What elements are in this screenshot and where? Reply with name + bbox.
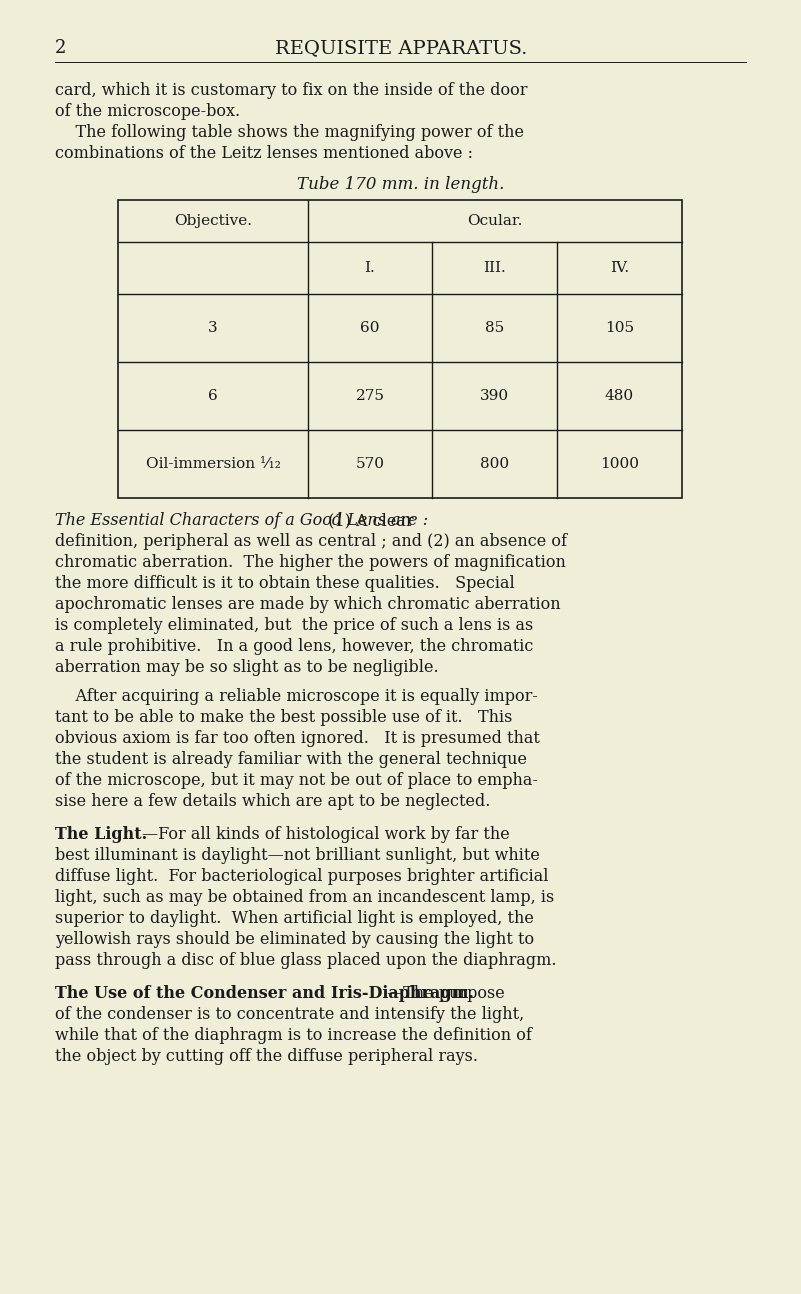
- Text: Oil-immersion ¹⁄₁₂: Oil-immersion ¹⁄₁₂: [146, 457, 280, 471]
- Text: chromatic aberration.  The higher the powers of magnification: chromatic aberration. The higher the pow…: [55, 554, 566, 571]
- Text: diffuse light.  For bacteriological purposes brighter artificial: diffuse light. For bacteriological purpo…: [55, 868, 549, 885]
- Text: 105: 105: [605, 321, 634, 335]
- Text: of the microscope-box.: of the microscope-box.: [55, 104, 240, 120]
- Text: —For all kinds of histological work by far the: —For all kinds of histological work by f…: [142, 826, 509, 842]
- Text: combinations of the Leitz lenses mentioned above :: combinations of the Leitz lenses mention…: [55, 145, 473, 162]
- Text: yellowish rays should be eliminated by causing the light to: yellowish rays should be eliminated by c…: [55, 930, 534, 949]
- Text: tant to be able to make the best possible use of it.   This: tant to be able to make the best possibl…: [55, 709, 513, 726]
- Text: 390: 390: [480, 389, 509, 402]
- Text: the more difficult is it to obtain these qualities.   Special: the more difficult is it to obtain these…: [55, 575, 515, 591]
- Text: The following table shows the magnifying power of the: The following table shows the magnifying…: [55, 124, 524, 141]
- Text: The Light.: The Light.: [55, 826, 147, 842]
- Text: while that of the diaphragm is to increase the definition of: while that of the diaphragm is to increa…: [55, 1027, 532, 1044]
- Text: 3: 3: [208, 321, 218, 335]
- Text: 1000: 1000: [600, 457, 639, 471]
- Bar: [118, 201, 682, 498]
- Text: REQUISITE APPARATUS.: REQUISITE APPARATUS.: [275, 39, 527, 57]
- Text: the student is already familiar with the general technique: the student is already familiar with the…: [55, 751, 527, 769]
- Text: III.: III.: [483, 261, 506, 276]
- Text: —The purpose: —The purpose: [387, 985, 505, 1002]
- Text: pass through a disc of blue glass placed upon the diaphragm.: pass through a disc of blue glass placed…: [55, 952, 557, 969]
- Text: obvious axiom is far too often ignored.   It is presumed that: obvious axiom is far too often ignored. …: [55, 730, 540, 747]
- Text: Objective.: Objective.: [174, 214, 252, 228]
- Text: light, such as may be obtained from an incandescent lamp, is: light, such as may be obtained from an i…: [55, 889, 554, 906]
- Text: Tube 170 mm. in length.: Tube 170 mm. in length.: [297, 176, 505, 193]
- Text: The Use of the Condenser and Iris-Diaphragm.: The Use of the Condenser and Iris-Diaphr…: [55, 985, 474, 1002]
- Text: After acquiring a reliable microscope it is equally impor-: After acquiring a reliable microscope it…: [55, 688, 538, 705]
- Text: of the microscope, but it may not be out of place to empha-: of the microscope, but it may not be out…: [55, 773, 538, 789]
- Text: The Essential Characters of a Good Lens are :: The Essential Characters of a Good Lens …: [55, 512, 428, 529]
- Text: aberration may be so slight as to be negligible.: aberration may be so slight as to be neg…: [55, 659, 439, 675]
- Text: 480: 480: [605, 389, 634, 402]
- Text: best illuminant is daylight—not brilliant sunlight, but white: best illuminant is daylight—not brillian…: [55, 848, 540, 864]
- Text: 6: 6: [208, 389, 218, 402]
- Text: 60: 60: [360, 321, 380, 335]
- Text: sise here a few details which are apt to be neglected.: sise here a few details which are apt to…: [55, 793, 490, 810]
- Text: a rule prohibitive.   In a good lens, however, the chromatic: a rule prohibitive. In a good lens, howe…: [55, 638, 533, 655]
- Text: 275: 275: [356, 389, 384, 402]
- Text: 800: 800: [480, 457, 509, 471]
- Text: apochromatic lenses are made by which chromatic aberration: apochromatic lenses are made by which ch…: [55, 597, 561, 613]
- Text: 570: 570: [356, 457, 384, 471]
- Text: of the condenser is to concentrate and intensify the light,: of the condenser is to concentrate and i…: [55, 1005, 524, 1024]
- Text: 2: 2: [55, 39, 66, 57]
- Text: I.: I.: [364, 261, 376, 276]
- Text: is completely eliminated, but  the price of such a lens is as: is completely eliminated, but the price …: [55, 617, 533, 634]
- Text: (1) A clear: (1) A clear: [323, 512, 413, 529]
- Text: IV.: IV.: [610, 261, 629, 276]
- Text: Ocular.: Ocular.: [467, 214, 523, 228]
- Text: card, which it is customary to fix on the inside of the door: card, which it is customary to fix on th…: [55, 82, 528, 100]
- Text: the object by cutting off the diffuse peripheral rays.: the object by cutting off the diffuse pe…: [55, 1048, 478, 1065]
- Text: 85: 85: [485, 321, 504, 335]
- Text: definition, peripheral as well as central ; and (2) an absence of: definition, peripheral as well as centra…: [55, 533, 567, 550]
- Text: superior to daylight.  When artificial light is employed, the: superior to daylight. When artificial li…: [55, 910, 534, 927]
